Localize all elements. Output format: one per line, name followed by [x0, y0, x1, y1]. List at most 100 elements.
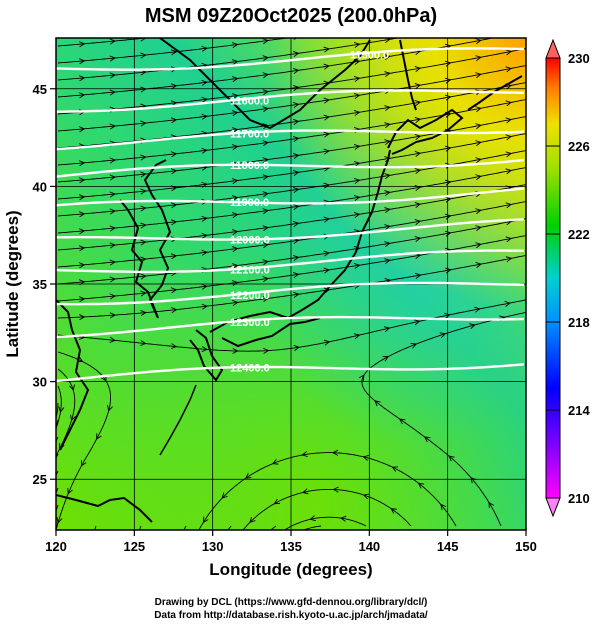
contour-label: 12300.0	[230, 317, 270, 329]
streamline-arrow	[505, 202, 513, 209]
streamline	[283, 516, 367, 530]
streamline-arrow	[414, 134, 422, 140]
streamline-arrow	[505, 49, 513, 56]
streamline-arrow	[140, 86, 147, 93]
streamline-arrow	[170, 49, 178, 56]
streamline-arrow	[109, 336, 116, 343]
streamline-arrow	[323, 216, 330, 223]
streamline-arrow	[231, 76, 239, 83]
streamline-arrow	[445, 267, 452, 274]
streamline-arrow	[140, 273, 147, 280]
streamline-arrow	[231, 178, 239, 185]
streamline-arrow	[293, 345, 301, 351]
streamline-arrow	[505, 256, 513, 263]
streamline-arrow	[201, 346, 208, 353]
streamline-arrow	[445, 60, 452, 67]
streamline-arrow	[475, 106, 482, 113]
streamline-arrow	[414, 151, 422, 157]
streamline-arrow	[170, 83, 178, 90]
streamline-arrow	[109, 191, 116, 198]
streamline-arrow	[424, 436, 431, 443]
streamline-arrow	[262, 174, 269, 181]
streamline-arrow	[231, 263, 239, 270]
streamline-arrow	[384, 258, 391, 265]
streamline-arrow	[474, 306, 481, 313]
streamline-arrow	[201, 147, 208, 154]
streamline-arrow	[353, 93, 361, 99]
streamline-arrow	[293, 187, 300, 193]
streamline-arrow	[140, 52, 147, 59]
streamline-arrow	[469, 323, 476, 330]
x-tick-label: 130	[202, 539, 224, 554]
streamline-arrow	[384, 224, 391, 231]
streamline	[57, 38, 401, 81]
streamline-arrow	[323, 267, 330, 274]
streamline-arrow	[78, 41, 86, 48]
streamline	[56, 351, 112, 530]
streamline-arrow	[353, 110, 361, 116]
streamline-arrow	[170, 117, 178, 124]
height-contour	[56, 363, 525, 383]
streamline-arrow	[201, 113, 208, 120]
streamline-arrow	[475, 157, 482, 164]
height-contour	[56, 218, 525, 241]
streamline-arrow	[249, 516, 256, 524]
streamline-arrow	[293, 85, 300, 91]
streamline-arrow	[232, 347, 239, 354]
streamline-arrow	[262, 72, 269, 79]
streamline-arrow	[271, 459, 279, 465]
credit-data: Data from http://database.rish.kyoto-u.a…	[154, 610, 428, 621]
streamline-arrow	[231, 195, 239, 202]
streamline	[361, 311, 526, 527]
x-tick-label: 150	[515, 539, 537, 554]
contour-labels: 11500.0 11600.0 11700.0 11800.0 11900.0 12000…	[230, 49, 389, 374]
streamline-arrow	[445, 179, 452, 186]
colorbar-body	[545, 57, 561, 499]
coastline-japan-honshu	[209, 149, 391, 333]
chart-title: MSM 09Z20Oct2025 (200.0hPa)	[145, 5, 437, 27]
streamline-arrow	[231, 212, 239, 219]
contour-label: 11600.0	[230, 95, 269, 107]
streamline-arrow	[140, 120, 147, 127]
streamline-arrow	[231, 246, 239, 253]
streamline-arrow	[263, 347, 270, 354]
streamline-arrow	[109, 259, 116, 266]
streamline	[242, 488, 412, 530]
streamline-arrow	[414, 66, 422, 72]
streamline-arrow	[140, 290, 147, 297]
colorbar-tick-label: 226	[568, 139, 590, 154]
streamline	[227, 525, 232, 530]
streamline-arrow	[293, 255, 300, 261]
streamline-arrow	[231, 93, 239, 100]
streamline-arrow	[78, 211, 86, 218]
streamline-arrow	[293, 272, 300, 278]
streamline-arrow	[109, 157, 116, 164]
streamline-arrow	[301, 451, 308, 458]
streamline-arrow	[171, 307, 178, 314]
streamline-arrow	[232, 299, 239, 306]
streamline-arrow	[262, 140, 269, 147]
streamline-arrow	[231, 42, 239, 49]
streamline	[57, 133, 526, 200]
streamline-arrow	[293, 102, 300, 108]
streamline-arrow	[78, 58, 86, 65]
streamline-arrow	[96, 433, 102, 440]
streamline-arrow	[323, 148, 330, 155]
streamline-arrow	[414, 168, 422, 174]
streamline-arrow	[140, 188, 147, 195]
streamline-arrow	[78, 92, 86, 99]
streamline-arrow	[413, 319, 421, 326]
y-tick-label: 25	[33, 472, 47, 487]
streamline-arrow	[488, 501, 495, 509]
streamline-arrow	[170, 253, 178, 260]
streamline-arrow	[414, 83, 422, 89]
streamline-arrow	[384, 54, 391, 61]
streamline-arrow	[353, 144, 361, 150]
streamline-arrow	[170, 168, 178, 175]
streamline	[302, 525, 322, 530]
streamline-arrow	[262, 259, 269, 266]
streamline-arrow	[293, 68, 300, 74]
streamline-arrow	[293, 119, 300, 125]
contours	[56, 47, 525, 383]
height-contour	[56, 315, 525, 339]
